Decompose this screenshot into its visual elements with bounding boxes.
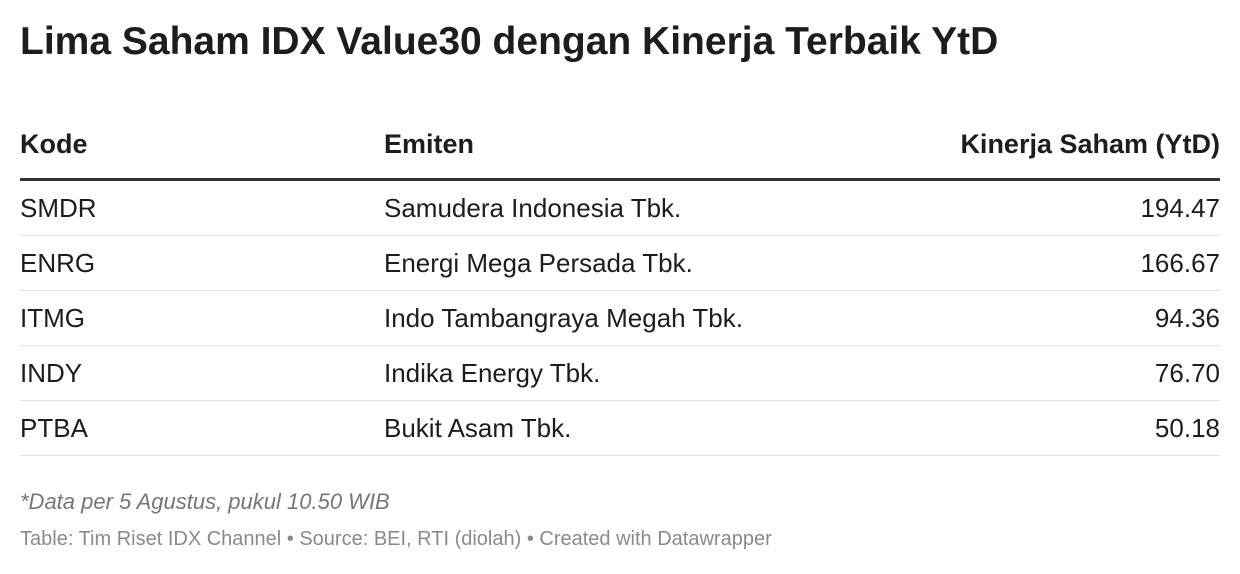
title: Lima Saham IDX Value30 dengan Kinerja Te… [20,20,999,63]
credit: Table: Tim Riset IDX Channel • Source: B… [20,528,772,550]
table-cell: INDY [20,358,83,388]
header-row: Kode Emiten Kinerja Saham (YtD) [20,118,1220,181]
column-header: Kinerja Saham (YtD) [960,129,1220,159]
table-cell: 94.36 [1154,303,1220,333]
note: *Data per 5 Agustus, pukul 10.50 WIB [20,489,390,514]
table-cell: SMDR [20,193,97,223]
table-cell: ENRG [20,248,96,278]
table-cell: 76.70 [1154,358,1220,388]
table-cell: PTBA [20,413,88,443]
table-cell: Indika Energy Tbk. [384,358,601,388]
table-cell: 166.67 [1140,248,1220,278]
column-header: Kode [20,129,88,159]
table-row: ITMG Indo Tambangraya Megah Tbk. 94.36 [20,291,1220,346]
table: Kode Emiten Kinerja Saham (YtD) SMDR Samuder… [20,118,1220,456]
table-row: INDY Indika Energy Tbk. 76.70 [20,346,1220,401]
table-cell: ITMG [20,303,85,333]
table-cell: Bukit Asam Tbk. [384,413,572,443]
table-cell: 194.47 [1140,193,1220,223]
table-cell: Energi Mega Persada Tbk. [384,248,693,278]
table-row: SMDR Samudera Indonesia Tbk. 194.47 [20,181,1220,236]
column-header: Emiten [384,129,475,159]
table-cell: Samudera Indonesia Tbk. [384,193,682,223]
table-row: PTBA Bukit Asam Tbk. 50.18 [20,401,1220,456]
table-cell: 50.18 [1154,413,1220,443]
table-row: ENRG Energi Mega Persada Tbk. 166.67 [20,236,1220,291]
table-cell: Indo Tambangraya Megah Tbk. [384,303,743,333]
